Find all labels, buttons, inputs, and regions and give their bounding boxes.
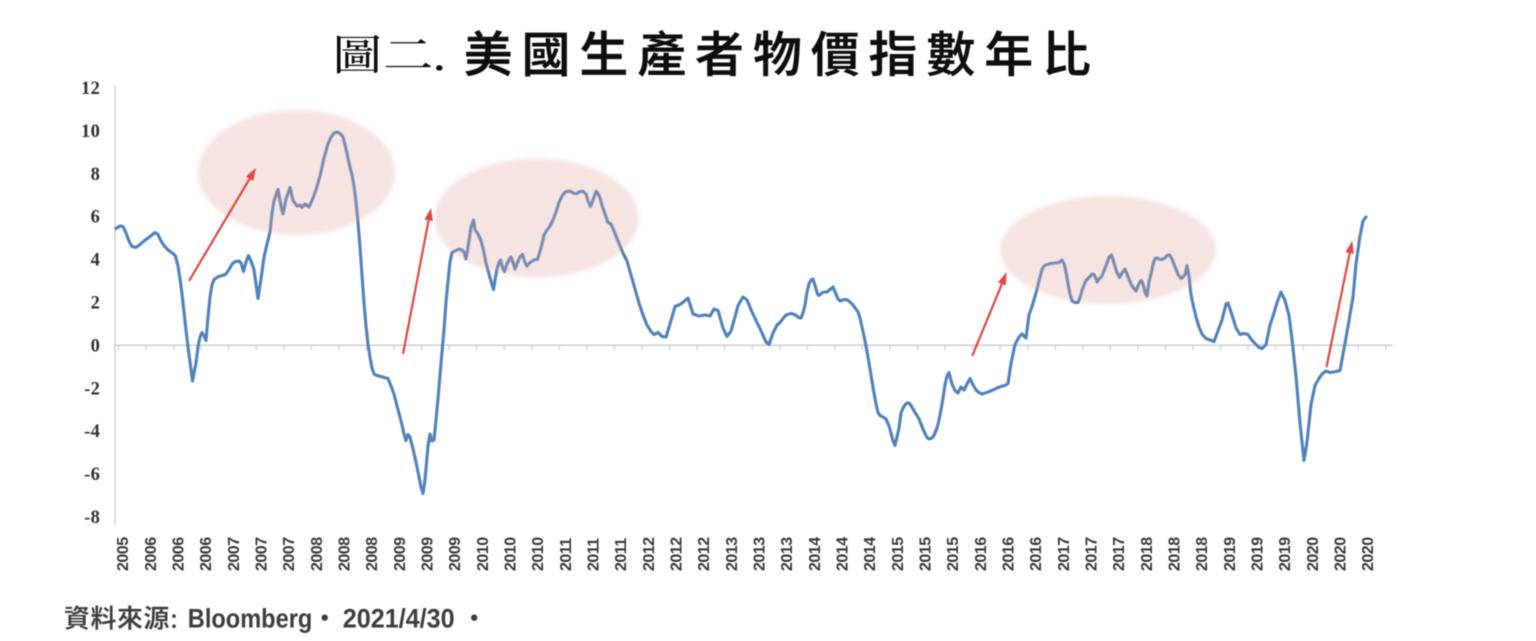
svg-text:2008: 2008 bbox=[364, 537, 381, 571]
svg-text:12: 12 bbox=[81, 79, 100, 99]
svg-text:2012: 2012 bbox=[641, 537, 658, 571]
svg-text:6: 6 bbox=[91, 208, 101, 228]
svg-text:10: 10 bbox=[81, 122, 100, 142]
svg-text:2009: 2009 bbox=[447, 537, 464, 571]
svg-text:2012: 2012 bbox=[696, 537, 713, 571]
svg-text:2005: 2005 bbox=[115, 537, 132, 571]
svg-text:2010: 2010 bbox=[475, 537, 492, 571]
svg-text:2015: 2015 bbox=[918, 537, 935, 571]
svg-text:2014: 2014 bbox=[835, 537, 852, 571]
svg-text:2021/4/30: 2021/4/30 bbox=[343, 604, 455, 634]
svg-text:2011: 2011 bbox=[558, 538, 575, 571]
svg-text:2010: 2010 bbox=[503, 537, 520, 571]
svg-text:2007: 2007 bbox=[281, 537, 298, 571]
svg-text:2010: 2010 bbox=[530, 537, 547, 571]
svg-text:2007: 2007 bbox=[254, 537, 271, 571]
svg-text:2019: 2019 bbox=[1222, 537, 1239, 571]
svg-text:2: 2 bbox=[91, 294, 101, 314]
svg-text:2018: 2018 bbox=[1139, 537, 1156, 571]
svg-text:2006: 2006 bbox=[170, 537, 187, 571]
svg-text:2014: 2014 bbox=[862, 537, 879, 571]
svg-text:2020: 2020 bbox=[1360, 537, 1377, 571]
svg-text:4: 4 bbox=[91, 251, 101, 271]
svg-text:2016: 2016 bbox=[973, 537, 990, 571]
svg-text:2013: 2013 bbox=[779, 537, 796, 571]
svg-text:2017: 2017 bbox=[1084, 537, 1101, 571]
svg-text:-4: -4 bbox=[84, 422, 100, 442]
svg-text:-2: -2 bbox=[84, 379, 100, 399]
svg-text:Bloomberg: Bloomberg bbox=[188, 604, 312, 634]
svg-text:2019: 2019 bbox=[1277, 537, 1294, 571]
svg-text:2014: 2014 bbox=[807, 537, 824, 571]
svg-text:2020: 2020 bbox=[1305, 537, 1322, 571]
svg-text:2016: 2016 bbox=[1001, 537, 1018, 571]
svg-text:2015: 2015 bbox=[945, 537, 962, 571]
svg-text:2012: 2012 bbox=[669, 537, 686, 571]
svg-text:2015: 2015 bbox=[890, 537, 907, 571]
svg-text:2018: 2018 bbox=[1167, 537, 1184, 571]
svg-text:2018: 2018 bbox=[1194, 537, 1211, 571]
svg-text:2007: 2007 bbox=[226, 537, 243, 571]
svg-text:2009: 2009 bbox=[392, 537, 409, 571]
svg-text:-8: -8 bbox=[84, 508, 100, 528]
svg-text:2017: 2017 bbox=[1056, 537, 1073, 571]
svg-text:2008: 2008 bbox=[337, 537, 354, 571]
svg-text:2006: 2006 bbox=[198, 537, 215, 571]
svg-text:2011: 2011 bbox=[586, 538, 603, 571]
svg-text:2013: 2013 bbox=[724, 537, 741, 571]
svg-text:2020: 2020 bbox=[1333, 537, 1350, 571]
svg-text:8: 8 bbox=[91, 165, 101, 185]
svg-text:-6: -6 bbox=[84, 465, 100, 485]
svg-text:2008: 2008 bbox=[309, 537, 326, 571]
svg-text:2019: 2019 bbox=[1250, 537, 1267, 571]
svg-text:2006: 2006 bbox=[143, 537, 160, 571]
svg-text:2016: 2016 bbox=[1028, 537, 1045, 571]
svg-text:2017: 2017 bbox=[1111, 537, 1128, 571]
svg-text:0: 0 bbox=[91, 336, 101, 356]
svg-text:2013: 2013 bbox=[752, 537, 769, 571]
svg-text:2011: 2011 bbox=[613, 538, 630, 571]
svg-text:2009: 2009 bbox=[420, 537, 437, 571]
